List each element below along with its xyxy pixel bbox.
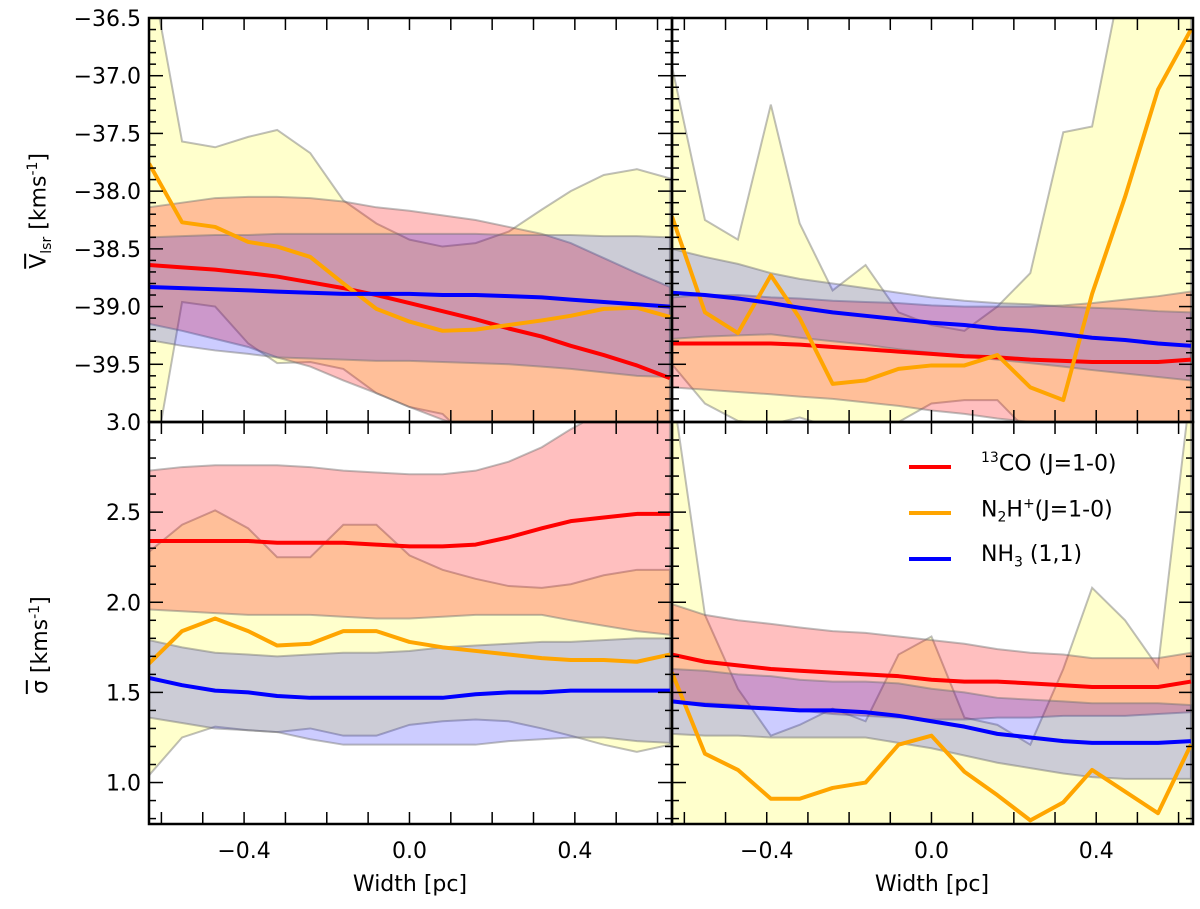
band-n2hplus	[672, 422, 1192, 824]
line-13co	[149, 511, 670, 549]
ylabel-sub: lsr	[38, 236, 55, 254]
band-nh3	[149, 637, 671, 746]
ylabel-close: ]	[26, 152, 52, 162]
band-nh3	[672, 247, 1192, 382]
band-13co	[672, 603, 1192, 721]
y-axis-label-bottom: σ [kms-1]	[27, 545, 53, 745]
y-tick-label: −39.5	[74, 353, 141, 378]
line-nh3	[672, 290, 1192, 348]
x-axis-label-left: Width [pc]	[352, 872, 468, 897]
x-axis-label-right: Width [pc]	[874, 872, 990, 897]
band-13co	[149, 422, 671, 636]
y-tick-label: 2.5	[106, 501, 141, 526]
ylabel-unit: [kms	[26, 175, 52, 237]
legend-base: N	[981, 497, 998, 523]
y-tick-label: −38.0	[74, 180, 141, 205]
panel-top-right	[672, 18, 1193, 422]
band-nh3	[672, 667, 1192, 780]
ylabel-unit-sup: -1	[25, 161, 42, 176]
line-13co	[672, 652, 1192, 689]
line-nh3	[672, 699, 1192, 745]
legend-label-nh3: NH3 (1,1)	[981, 542, 1082, 570]
ylabel-unit: [kms	[28, 618, 54, 681]
y-tick-label: −36.5	[74, 7, 141, 32]
x-tick-label: 0.0	[392, 839, 427, 864]
line-n2hplus	[672, 28, 1193, 403]
line-nh3	[149, 676, 670, 700]
panel-bottom-right	[672, 422, 1193, 824]
legend-label-n2h: N2H+(J=1-0)	[981, 496, 1113, 526]
legend-rest: (1,1)	[1022, 542, 1083, 567]
line-13co	[149, 263, 671, 381]
band-nh3	[149, 232, 671, 379]
y-tick-label: 2.0	[106, 591, 141, 616]
legend-base2: H	[1006, 497, 1023, 523]
x-tick-label: −0.4	[740, 839, 793, 864]
x-tick-label: 0.4	[1079, 839, 1114, 864]
panel-bottom-left	[149, 422, 671, 777]
legend-label-13co: 13CO (J=1-0)	[981, 450, 1117, 476]
legend-base: NH	[981, 542, 1014, 567]
y-tick-label: −37.0	[74, 65, 141, 90]
line-13co	[672, 341, 1192, 364]
panel-frame	[670, 420, 1195, 826]
x-tick-label: 0.0	[914, 839, 949, 864]
legend-swatch-n2h	[909, 511, 951, 515]
ylabel-symbol: V	[26, 253, 52, 269]
legend-sub: 3	[1014, 554, 1023, 571]
y-axis-label-top: Vlsr [kms-1]	[25, 111, 55, 311]
ylabel-close: ]	[28, 596, 54, 605]
y-tick-label: 3.0	[106, 411, 141, 436]
line-n2hplus	[149, 162, 671, 333]
legend-swatch-nh3	[909, 557, 951, 561]
legend-swatch-13co	[909, 465, 951, 469]
y-tick-label: −38.5	[74, 238, 141, 263]
ylabel-unit-sup: -1	[26, 604, 43, 619]
band-13co	[149, 195, 671, 422]
legend-sup: +	[1022, 496, 1035, 512]
line-nh3	[149, 284, 671, 309]
y-tick-label: −39.0	[74, 296, 141, 321]
y-tick-label: 1.5	[106, 681, 141, 706]
legend-sub: 2	[997, 509, 1007, 526]
legend-sup: 13	[981, 450, 999, 466]
line-n2hplus	[149, 616, 671, 665]
ylabel-symbol: σ	[28, 680, 54, 695]
legend-base: CO (J=1-0)	[998, 451, 1117, 477]
y-tick-label: −37.5	[74, 122, 141, 147]
x-tick-label: 0.4	[557, 839, 592, 864]
legend-rest: (J=1-0)	[1034, 497, 1113, 523]
line-n2hplus	[672, 671, 1193, 823]
y-tick-label: 1.0	[106, 772, 141, 797]
x-tick-label: −0.4	[217, 839, 270, 864]
panel-top-left	[149, 18, 671, 422]
